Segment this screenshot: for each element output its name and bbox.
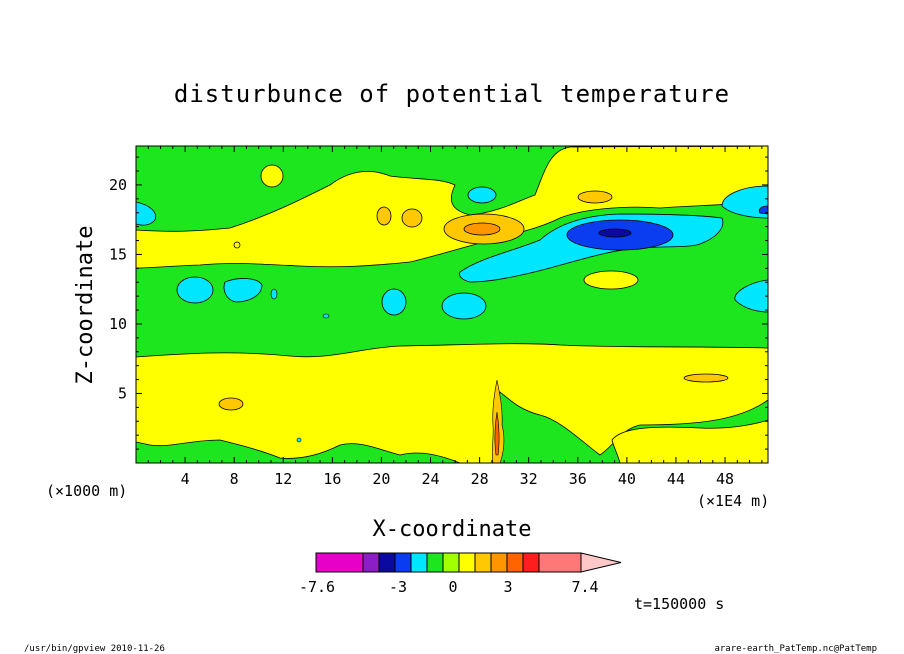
contour-yellow-small-2 [233,241,241,249]
x-axis-label: X-coordinate [373,517,532,542]
colorbar-label: 3 [503,578,512,596]
y-tick-label: 5 [118,384,127,402]
contour-positive-lower-right [611,419,768,463]
colorbar-arrow [580,552,622,573]
x-tick-label: 8 [230,470,239,488]
colorbar [315,552,622,573]
x-tick-label: 24 [421,470,439,488]
contour-negative-left-edge [136,201,157,226]
contour-blue-right-edge [758,205,768,215]
colorbar-swatch [426,552,444,573]
x-tick-label: 4 [181,470,190,488]
contour-negative-small-4 [381,288,407,316]
contour-orange-small-5 [401,208,423,228]
contour-negative-small-1 [467,186,497,204]
x-tick-label: 16 [323,470,341,488]
colorbar-label: -3 [389,578,407,596]
x-unit-left: (×1000 m) [46,482,127,500]
colorbar-swatch [458,552,476,573]
colorbar-swatch [522,552,540,573]
contour-darkorange-peak [463,222,501,236]
chart-title: disturbunce of potential temperature [174,80,730,108]
colorbar-swatch [394,552,412,573]
contour-positive-lower [136,343,768,463]
contour-orange-small-4 [376,206,392,226]
plot-frame [135,145,769,464]
contour-negative-small-3 [223,278,263,303]
colorbar-swatch [474,552,492,573]
x-tick-label: 28 [471,470,489,488]
x-tick-label: 40 [618,470,636,488]
time-label: t=150000 s [634,595,724,613]
contour-yellow-small-1 [260,164,284,188]
contour-field [136,146,768,463]
colorbar-swatch [315,552,364,573]
x-tick-label: 12 [274,470,292,488]
footer-right: arare-earth_PatTemp.nc@PatTemp [714,644,877,654]
contour-orange-small-1 [218,397,244,411]
contour-orange-small-2 [683,373,729,383]
colorbar-label: -7.6 [299,578,335,596]
colorbar-label: 7.4 [571,578,598,596]
colorbar-swatch [538,552,582,573]
colorbar-swatch [442,552,460,573]
contour-yellow-mid [583,270,639,290]
colorbar-swatch [506,552,524,573]
x-tick-label: 44 [667,470,685,488]
contour-negative-right-edge-lower [734,279,768,313]
y-tick-label: 20 [109,176,127,194]
colorbar-swatch [490,552,508,573]
x-axis-ticks: 4 8 12 16 20 24 28 32 36 40 44 48 [147,146,763,488]
y-tick-label: 15 [109,245,127,263]
footer-left: /usr/bin/gpview 2010-11-26 [24,644,165,654]
contour-negative-small-2 [176,276,214,304]
colorbar-swatch [378,552,396,573]
x-unit-right: (×1E4 m) [697,492,769,510]
contour-negative-speck-2 [322,313,330,319]
contour-plume-speck [296,437,302,443]
x-tick-label: 32 [520,470,538,488]
x-tick-label: 36 [569,470,587,488]
contour-blue-inner [598,228,632,238]
contour-negative-right-edge-upper [721,185,768,219]
y-tick-label: 10 [109,315,127,333]
colorbar-swatch [410,552,428,573]
contour-plume-core [494,411,500,456]
colorbar-swatch [362,552,380,573]
colorbar-tick-labels: -7.6 -3 0 3 7.4 [299,578,599,596]
contour-negative-speck-1 [270,288,278,300]
y-axis-ticks: 5 10 15 20 [109,156,768,450]
x-tick-label: 20 [372,470,390,488]
colorbar-label: 0 [448,578,457,596]
contour-negative-small-5 [441,292,487,320]
x-tick-label: 48 [716,470,734,488]
y-axis-label: Z-coordinate [73,226,98,385]
contour-orange-small-3 [577,190,613,204]
